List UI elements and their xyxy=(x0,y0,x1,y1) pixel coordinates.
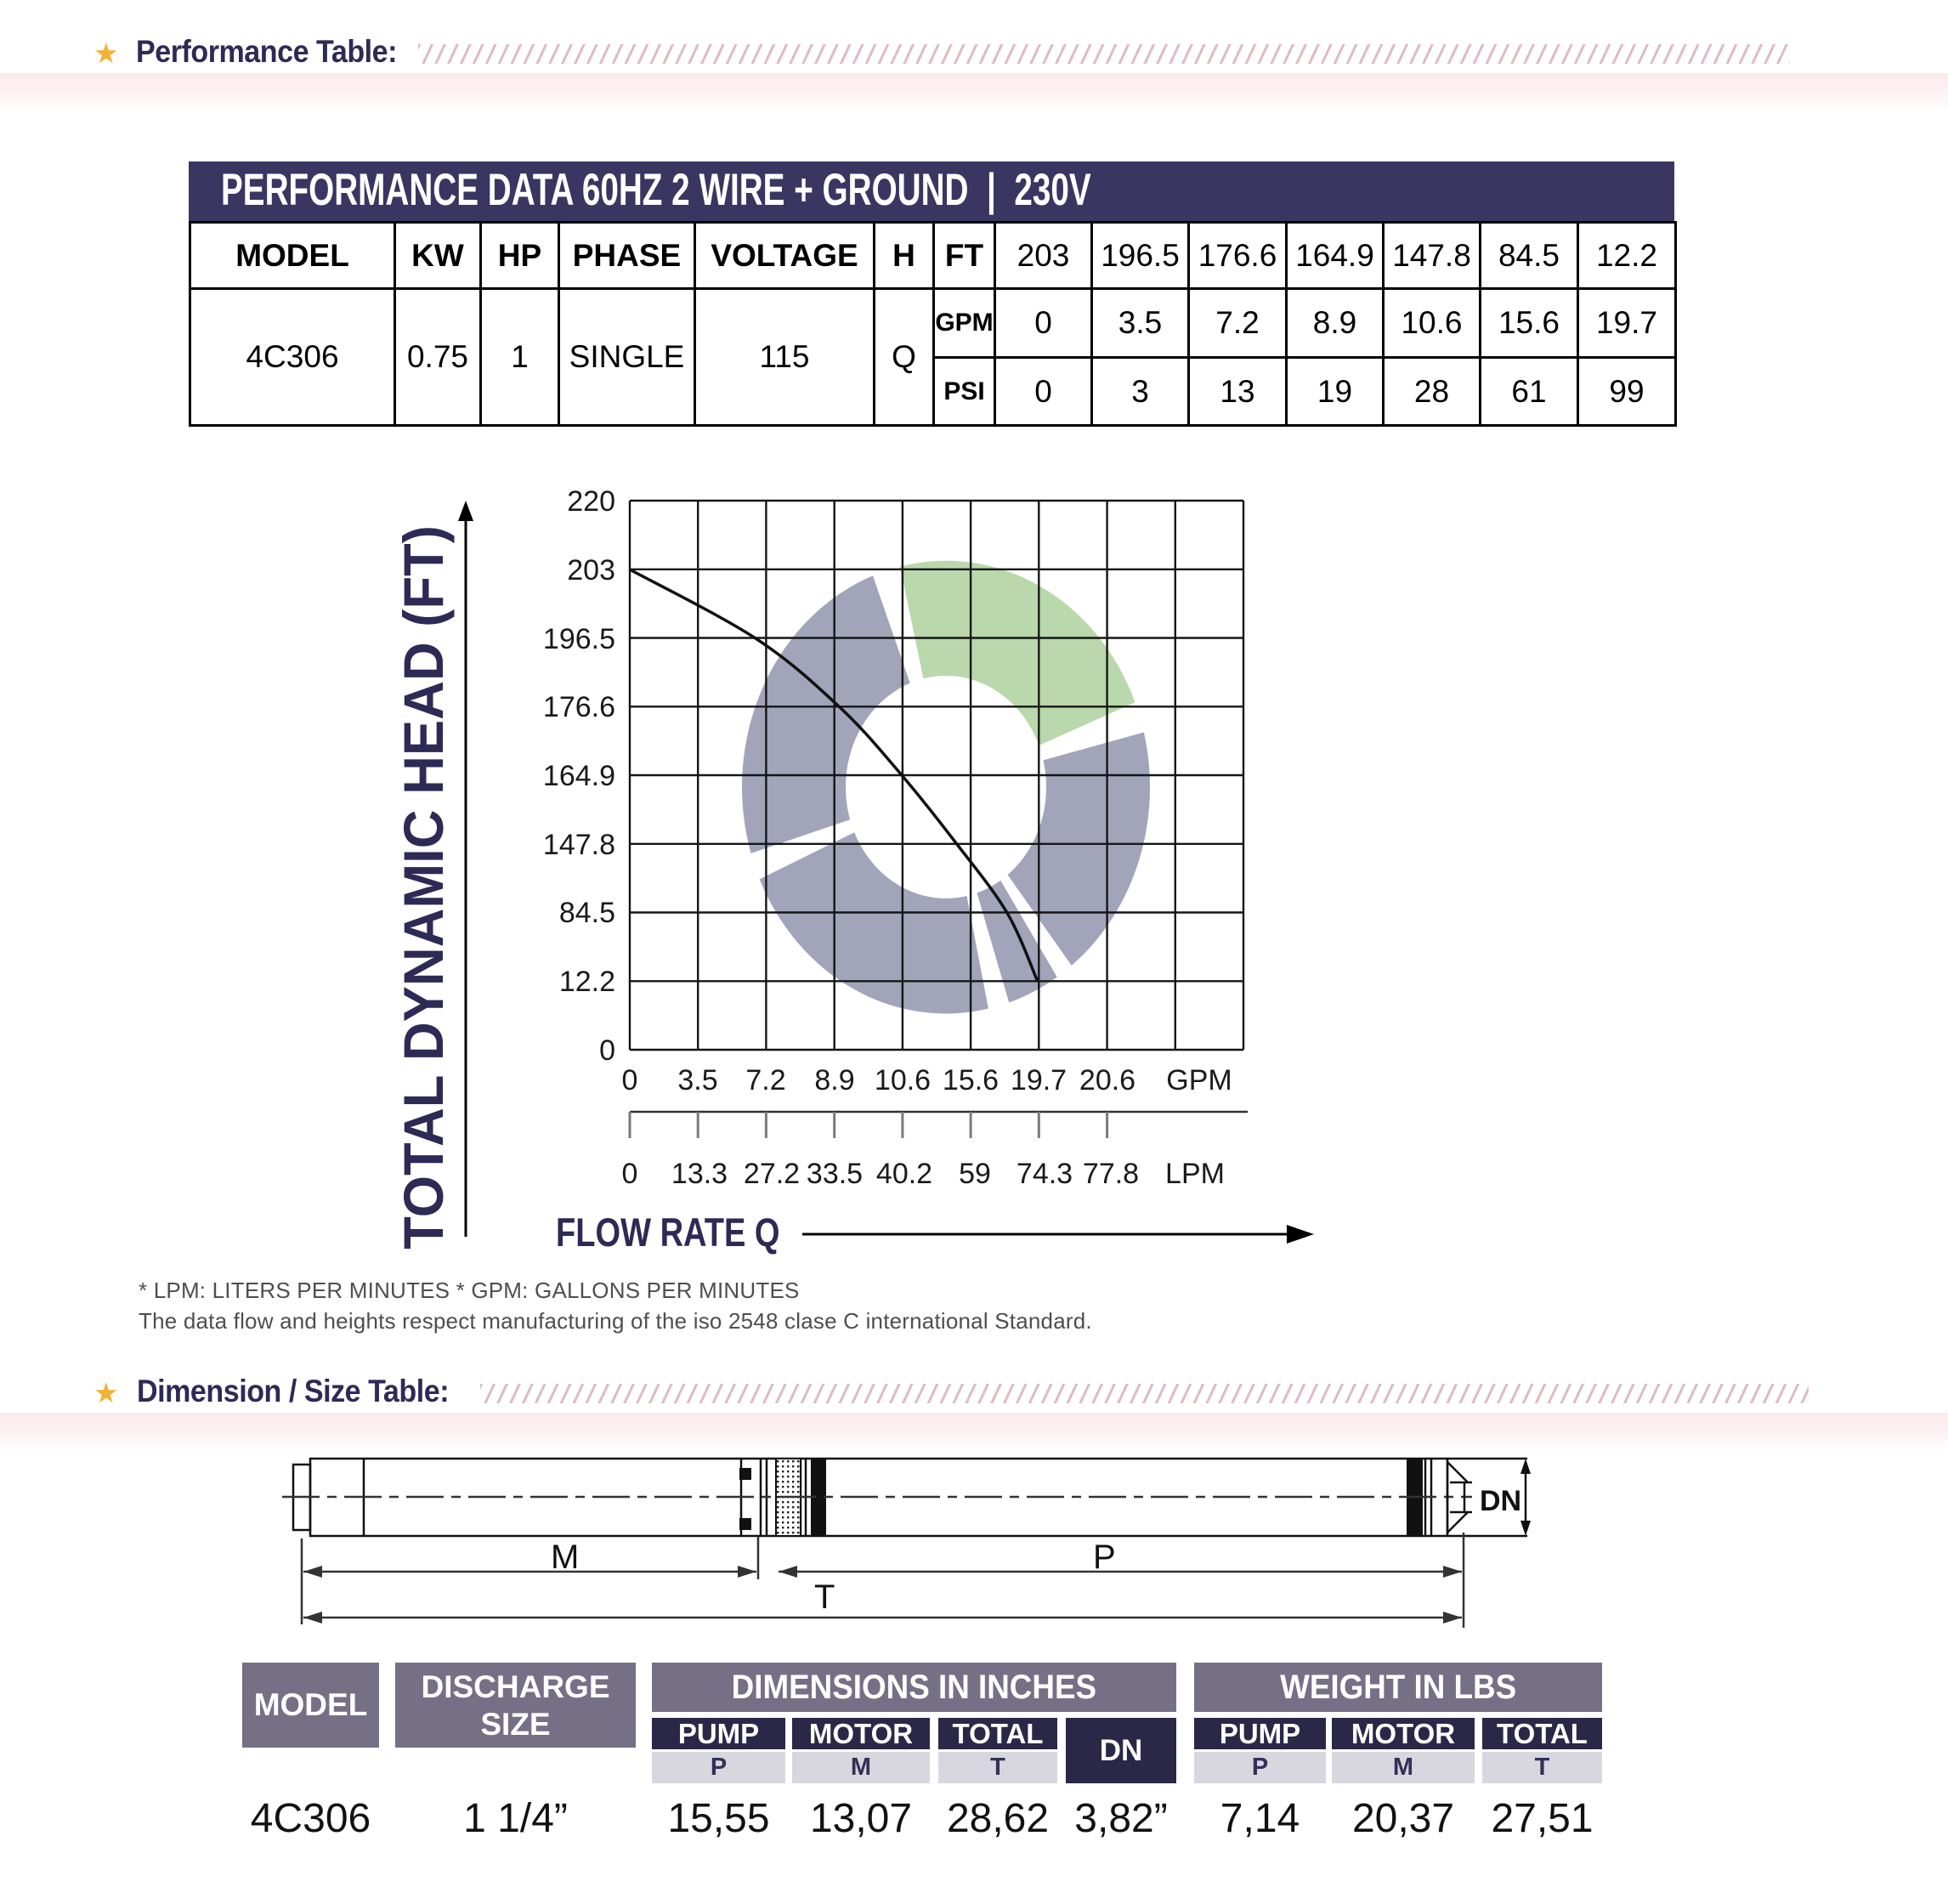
svg-text:10.6: 10.6 xyxy=(875,1064,931,1096)
svg-text:176.6: 176.6 xyxy=(543,691,615,723)
svg-text:7.2: 7.2 xyxy=(745,1064,785,1096)
svg-text:74.3: 74.3 xyxy=(1016,1158,1073,1190)
svg-text:84.5: 84.5 xyxy=(559,897,615,929)
svg-text:33.5: 33.5 xyxy=(807,1158,863,1190)
svg-text:12.2: 12.2 xyxy=(559,966,615,998)
svg-text:DN: DN xyxy=(1480,1485,1521,1517)
svg-text:15.6: 15.6 xyxy=(943,1064,999,1096)
svg-text:59: 59 xyxy=(959,1158,991,1190)
svg-text:0: 0 xyxy=(622,1158,638,1190)
svg-text:LPM: LPM xyxy=(1165,1158,1225,1190)
svg-text:TOTAL DYNAMIC HEAD (FT): TOTAL DYNAMIC HEAD (FT) xyxy=(392,525,455,1250)
svg-text:3.5: 3.5 xyxy=(677,1064,717,1096)
svg-text:19.7: 19.7 xyxy=(1011,1064,1067,1096)
svg-text:20.6: 20.6 xyxy=(1079,1064,1135,1096)
svg-text:27.2: 27.2 xyxy=(744,1158,800,1190)
svg-text:P: P xyxy=(1093,1538,1116,1576)
svg-text:40.2: 40.2 xyxy=(876,1158,932,1190)
svg-text:164.9: 164.9 xyxy=(543,760,615,792)
svg-text:77.8: 77.8 xyxy=(1083,1158,1139,1190)
svg-text:203: 203 xyxy=(567,554,615,586)
svg-text:13.3: 13.3 xyxy=(671,1158,728,1190)
svg-text:T: T xyxy=(814,1578,835,1616)
svg-text:0: 0 xyxy=(599,1034,615,1067)
svg-text:GPM: GPM xyxy=(1166,1064,1232,1096)
svg-text:8.9: 8.9 xyxy=(814,1064,854,1096)
svg-text:M: M xyxy=(551,1538,579,1576)
svg-text:147.8: 147.8 xyxy=(543,829,615,861)
svg-text:FLOW RATE Q: FLOW RATE Q xyxy=(556,1210,780,1255)
svg-text:220: 220 xyxy=(567,485,615,518)
svg-text:196.5: 196.5 xyxy=(543,623,615,655)
svg-text:0: 0 xyxy=(622,1064,638,1096)
